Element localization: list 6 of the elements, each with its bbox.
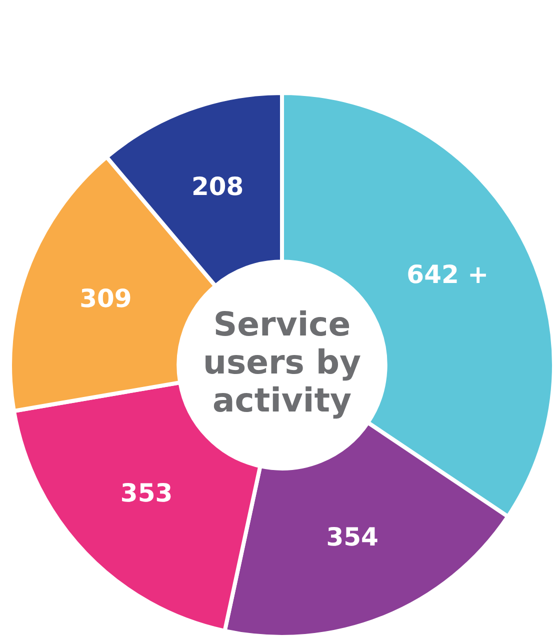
data-label: 208 — [192, 172, 244, 202]
data-label: 309 — [80, 284, 132, 314]
data-label: 353 — [120, 478, 173, 508]
text: Service users by activity — [202, 304, 362, 420]
data-label: 642 + — [406, 260, 489, 290]
data-label: 354 — [326, 522, 378, 552]
